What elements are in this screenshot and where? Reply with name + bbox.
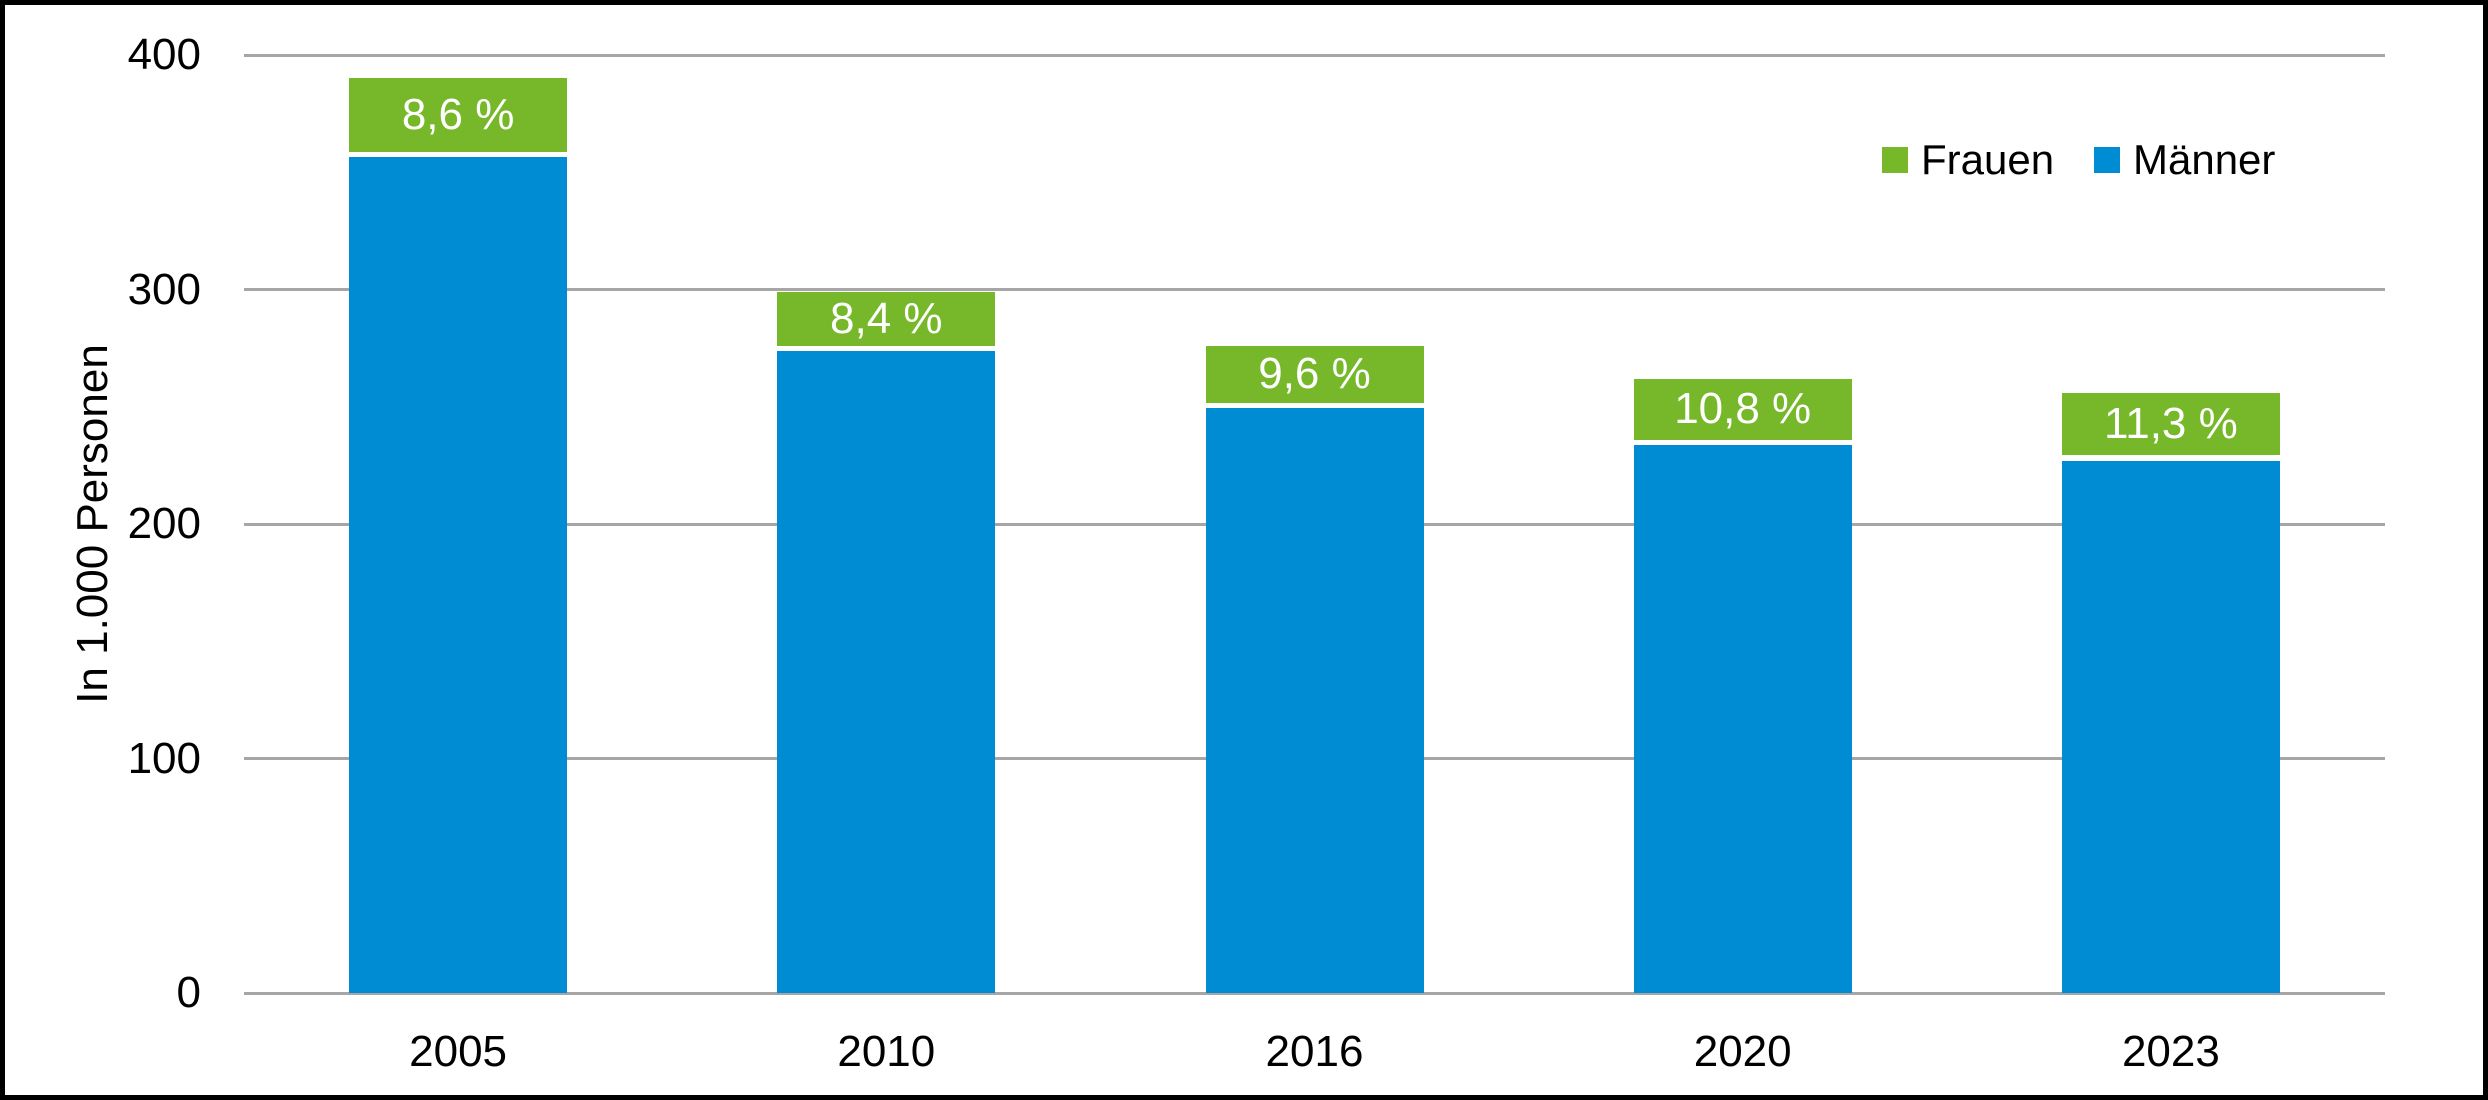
bar-segment-frauen-2016: 9,6 % xyxy=(1205,345,1424,408)
legend-item-maenner: Männer xyxy=(2094,137,2275,183)
bar-segment-maenner-2016 xyxy=(1205,407,1424,993)
bar-segment-maenner-2023 xyxy=(2061,460,2280,993)
y-tick-label-100: 100 xyxy=(127,733,201,783)
legend-swatch-frauen-icon xyxy=(1882,147,1908,173)
bar-percent-label-2005: 8,6 % xyxy=(401,90,515,140)
legend-item-frauen: Frauen xyxy=(1882,137,2054,183)
y-axis-title: In 1.000 Personen xyxy=(68,344,117,704)
gridline-400 xyxy=(244,53,2385,57)
bar-percent-label-2010: 8,4 % xyxy=(830,293,943,343)
y-tick-label-400: 400 xyxy=(127,30,201,79)
x-tick-label-2023: 2023 xyxy=(2121,1027,2220,1076)
y-tick-label-300: 300 xyxy=(127,264,201,314)
legend-label-frauen: Frauen xyxy=(1921,136,2055,183)
y-tick-label-0: 0 xyxy=(176,968,201,1017)
bar-segment-frauen-2005: 8,6 % xyxy=(349,78,568,157)
x-tick-label-2020: 2020 xyxy=(1693,1027,1792,1076)
bar-segment-maenner-2010 xyxy=(777,350,996,993)
legend-label-maenner: Männer xyxy=(2133,136,2276,183)
bar-percent-label-2020: 10,8 % xyxy=(1674,384,1812,434)
bar-segment-frauen-2010: 8,4 % xyxy=(777,291,996,351)
bar-segment-maenner-2005 xyxy=(349,157,568,993)
x-tick-label-2005: 2005 xyxy=(409,1027,508,1076)
gridline-300 xyxy=(244,288,2385,291)
y-tick-label-200: 200 xyxy=(127,499,201,548)
x-tick-label-2010: 2010 xyxy=(837,1027,936,1076)
bar-segment-maenner-2020 xyxy=(1633,445,1852,993)
gridline-0 xyxy=(244,991,2385,995)
bar-percent-label-2016: 9,6 % xyxy=(1258,349,1371,399)
bar-segment-frauen-2023: 11,3 % xyxy=(2061,392,2280,461)
bar-segment-frauen-2020: 10,8 % xyxy=(1633,378,1852,445)
x-tick-label-2016: 2016 xyxy=(1265,1027,1364,1076)
legend-swatch-maenner-icon xyxy=(2094,147,2120,173)
bar-percent-label-2023: 11,3 % xyxy=(2104,399,2238,449)
